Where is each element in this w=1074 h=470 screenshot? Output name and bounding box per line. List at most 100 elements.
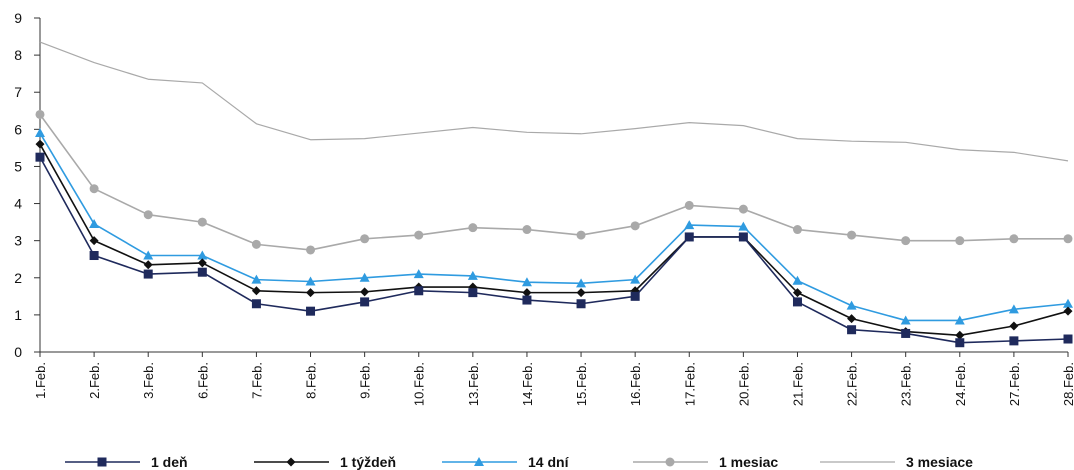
- data-point: [360, 287, 370, 297]
- y-tick-label: 1: [14, 307, 22, 323]
- data-point: [792, 275, 803, 285]
- data-point: [576, 278, 587, 288]
- data-point: [522, 295, 532, 305]
- data-point: [143, 250, 154, 260]
- y-tick-label: 2: [14, 270, 22, 286]
- data-point: [197, 250, 208, 260]
- legend-marker: [97, 457, 107, 467]
- data-point: [305, 276, 316, 286]
- x-tick-label: 3.Feb.: [141, 362, 156, 399]
- data-point: [251, 299, 261, 309]
- data-point: [143, 210, 153, 220]
- x-tick-label: 28.Feb.: [1061, 362, 1074, 406]
- data-point: [792, 297, 802, 307]
- data-point: [251, 286, 261, 296]
- y-tick-label: 7: [14, 84, 22, 100]
- legend-item: 3 mesiace: [820, 454, 973, 470]
- data-point: [684, 220, 695, 230]
- data-point: [955, 338, 965, 348]
- data-point: [197, 217, 207, 227]
- data-point: [143, 260, 153, 270]
- legend-item: 14 dní: [442, 454, 570, 470]
- data-point: [359, 272, 370, 282]
- chart-axes: 0 1 2 3 4 5 6 7 8 9 1.Feb. 2.Feb. 3.Feb. 6.Feb. 7.Feb.…: [14, 10, 1074, 406]
- data-point: [89, 236, 99, 246]
- data-point: [360, 234, 370, 244]
- series-1 týždeň: [35, 139, 1073, 340]
- y-tick-label: 8: [14, 47, 22, 63]
- series-line: [39, 143, 1069, 337]
- x-tick-label: 20.Feb.: [736, 362, 751, 406]
- data-point: [35, 109, 45, 119]
- data-point: [576, 288, 586, 298]
- data-point: [900, 315, 911, 325]
- series-line: [39, 132, 1069, 322]
- data-point: [468, 288, 478, 298]
- data-point: [846, 300, 857, 310]
- series-line: [39, 41, 1069, 162]
- series-layer: [35, 41, 1073, 348]
- x-tick-label: 14.Feb.: [520, 362, 535, 406]
- data-point: [306, 245, 316, 255]
- x-tick-label: 23.Feb.: [899, 362, 914, 406]
- data-point: [630, 221, 640, 231]
- data-point: [1063, 334, 1073, 344]
- x-tick-label: 27.Feb.: [1007, 362, 1022, 406]
- data-point: [684, 232, 694, 242]
- y-tick-label: 0: [14, 344, 22, 360]
- data-point: [251, 274, 262, 284]
- data-point: [630, 291, 640, 301]
- data-point: [847, 325, 857, 335]
- data-point: [468, 223, 478, 233]
- data-point: [955, 236, 965, 246]
- data-point: [89, 218, 100, 228]
- data-point: [955, 330, 965, 340]
- data-point: [306, 306, 316, 316]
- data-point: [576, 299, 586, 309]
- y-tick-label: 9: [14, 10, 22, 26]
- x-tick-label: 22.Feb.: [845, 362, 860, 406]
- data-point: [414, 286, 424, 296]
- data-point: [684, 200, 694, 210]
- data-point: [306, 288, 316, 298]
- y-tick-label: 3: [14, 233, 22, 249]
- legend-item: 1 deň: [65, 454, 188, 470]
- data-point: [1009, 336, 1019, 346]
- x-tick-label: 9.Feb.: [358, 362, 373, 399]
- data-point: [1009, 234, 1019, 244]
- y-tick-label: 4: [14, 196, 22, 212]
- data-point: [360, 297, 370, 307]
- legend-item: 1 týždeň: [254, 454, 396, 470]
- x-tick-label: 1.Feb.: [33, 362, 48, 399]
- data-point: [792, 225, 802, 235]
- data-point: [738, 221, 749, 231]
- legend-item: 1 mesiac: [633, 454, 778, 470]
- x-tick-label: 2.Feb.: [87, 362, 102, 399]
- x-tick-label: 8.Feb.: [304, 362, 319, 399]
- data-point: [143, 269, 153, 279]
- data-point: [522, 288, 532, 298]
- data-point: [792, 288, 802, 298]
- legend-label: 3 mesiace: [906, 454, 973, 470]
- x-tick-label: 16.Feb.: [628, 362, 643, 406]
- x-tick-label: 7.Feb.: [249, 362, 264, 399]
- data-point: [89, 184, 99, 194]
- data-point: [738, 232, 748, 242]
- legend-label: 14 dní: [528, 454, 570, 470]
- data-point: [1063, 298, 1073, 308]
- data-point: [576, 230, 586, 240]
- data-point: [630, 274, 641, 284]
- data-point: [197, 267, 207, 277]
- data-point: [413, 269, 424, 279]
- data-point: [847, 230, 857, 240]
- x-tick-label: 17.Feb.: [682, 362, 697, 406]
- data-point: [467, 270, 478, 280]
- y-tick-label: 6: [14, 121, 22, 137]
- y-tick-label: 5: [14, 158, 22, 174]
- data-point: [35, 128, 45, 138]
- chart-legend: 1 deň 1 týždeň 14 dní 1 mesiac 3 mesiace: [65, 454, 973, 470]
- data-point: [89, 251, 99, 261]
- x-tick-label: 13.Feb.: [466, 362, 481, 406]
